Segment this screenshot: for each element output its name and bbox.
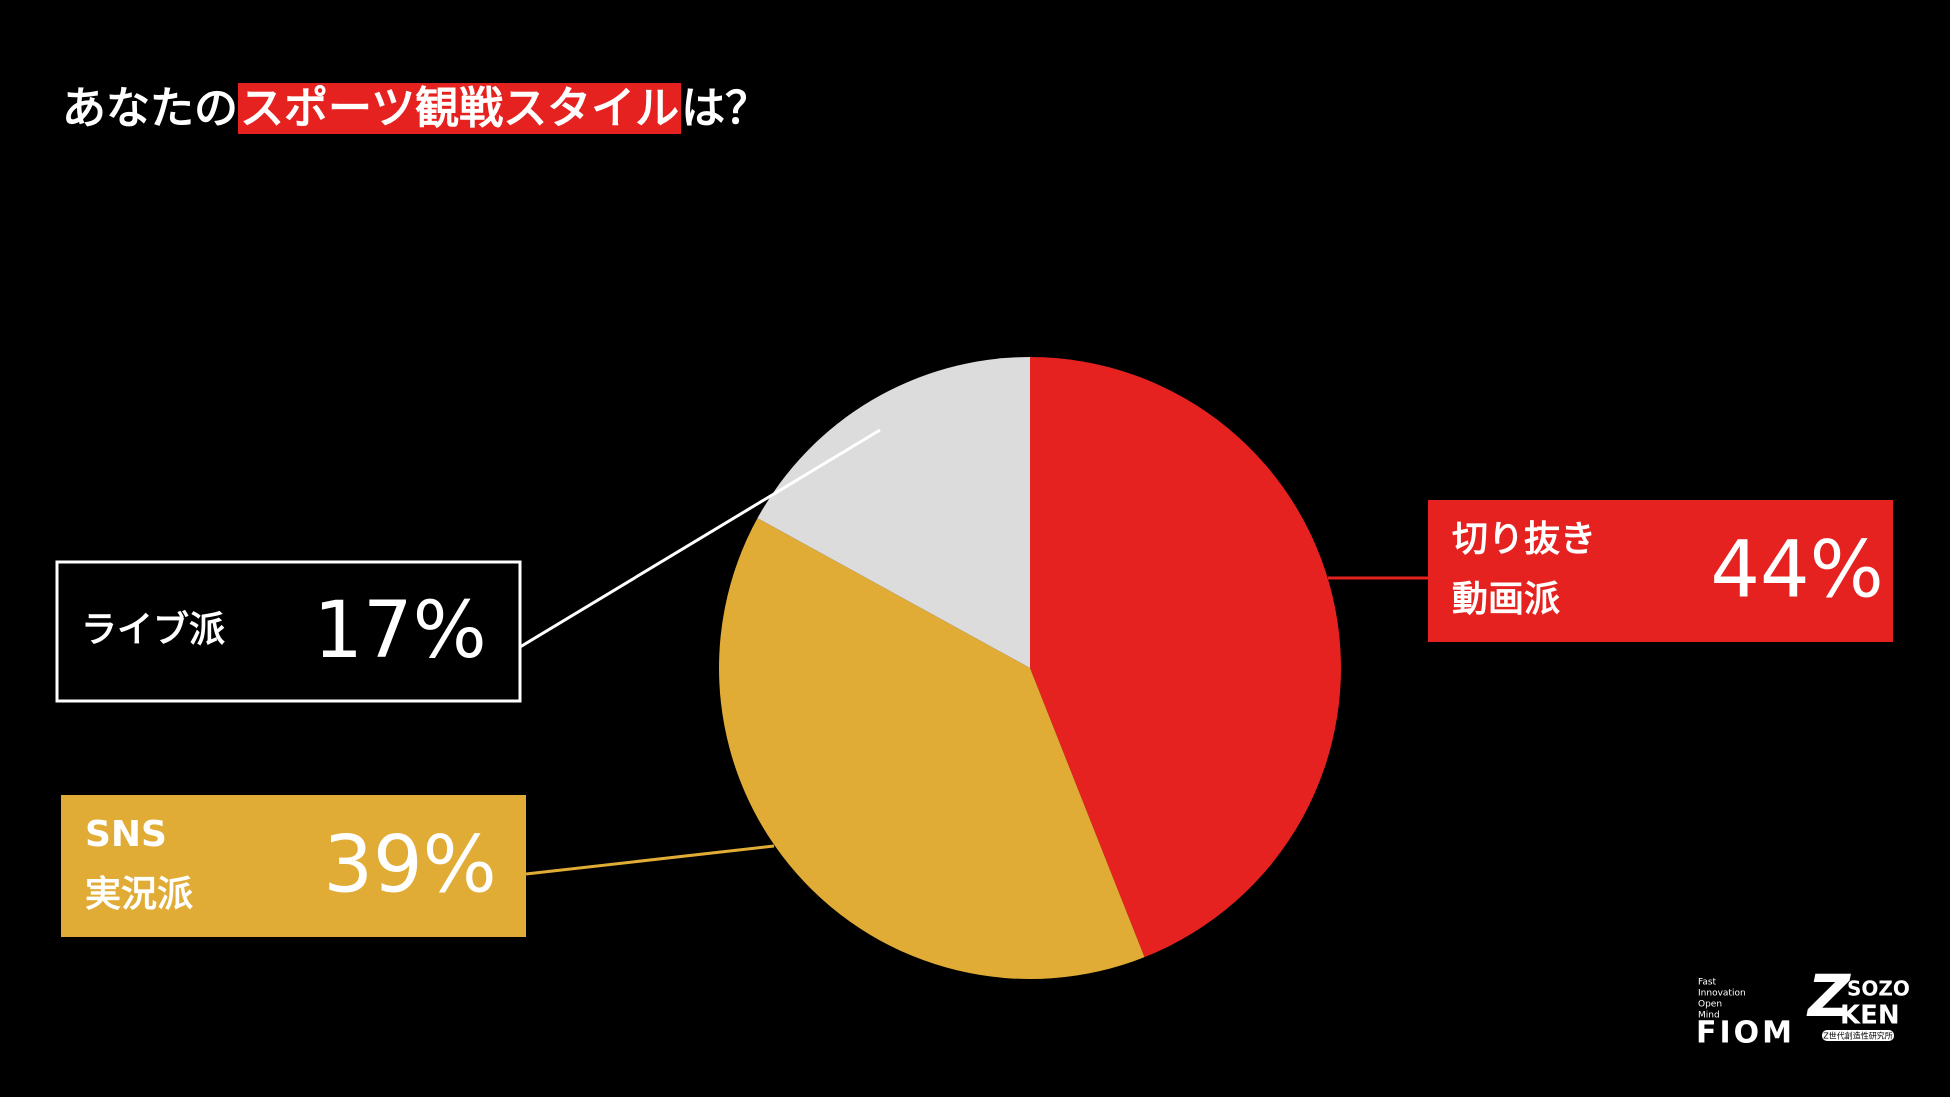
label-box	[55, 560, 522, 703]
logo-bar	[1822, 1030, 1894, 1041]
title-part: あなたの	[62, 83, 238, 134]
label-box	[1428, 500, 1893, 642]
logo-sub: Z世代創造性研究所	[1823, 1031, 1892, 1041]
logo-text: KEN	[1840, 1001, 1900, 1031]
value-label: 39%	[323, 820, 496, 910]
logo-text: FIOM	[1696, 1016, 1795, 1051]
category-label: 切り抜き	[1452, 519, 1596, 560]
leader-line	[525, 844, 775, 876]
label-box	[61, 795, 526, 937]
pie-slice	[1030, 357, 1341, 958]
category-label: SNS	[85, 814, 167, 855]
logo-tagline: Innovation	[1698, 989, 1746, 999]
pie-slice	[757, 357, 1030, 668]
category-label: 動画派	[1452, 579, 1560, 620]
category-label: ライブ派	[81, 609, 225, 651]
value-label: 17%	[313, 586, 486, 676]
pie-slice	[719, 518, 1145, 979]
chart-title: あなたのスポーツ観戦スタイルは？	[62, 82, 769, 136]
title-highlight: スポーツ観戦スタイル	[238, 83, 682, 134]
value-label: 44%	[1710, 525, 1883, 615]
logo-tagline: Mind	[1698, 1011, 1720, 1021]
logo-text: SOZO	[1847, 977, 1910, 1001]
title-part: は？	[681, 83, 770, 134]
category-label: 実況派	[85, 874, 193, 915]
leader-line	[519, 428, 881, 649]
logo-sozoken: Z SOZO KEN Z世代創造性研究所	[1806, 962, 1910, 1041]
logo-fiom: Fast Innovation Open Mind FIOM	[1696, 978, 1795, 1051]
logo-z: Z	[1806, 962, 1851, 1030]
logo-tagline: Fast	[1698, 978, 1717, 988]
logo-tagline: Open	[1698, 1000, 1722, 1010]
